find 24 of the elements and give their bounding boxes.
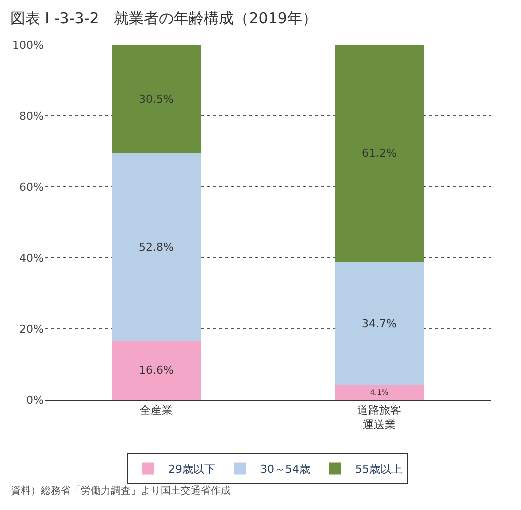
bar [112, 45, 202, 154]
y-tick-label: 80% [20, 110, 44, 123]
x-tick-label: 道路旅客運送業 [358, 404, 402, 432]
data-label: 30.5% [139, 92, 174, 106]
data-label: 52.8% [139, 240, 174, 254]
legend-label: 29歳以下 [168, 463, 216, 476]
bar [334, 262, 424, 386]
legend-label: 55歳以上 [356, 463, 402, 476]
data-label: 16.6% [139, 364, 174, 378]
y-tick-label: 20% [20, 322, 44, 336]
bar [112, 341, 202, 400]
data-label: 61.2% [362, 147, 397, 160]
chart-title: 図表 I -3-3-2 就業者の年齢構成（2019年） [10, 9, 318, 28]
data-label: 34.7% [362, 317, 397, 330]
x-tick-label: 全産業 [140, 404, 173, 418]
bar [334, 45, 424, 262]
y-tick-label: 100% [12, 38, 44, 52]
legend-label: 30～54歳 [260, 463, 310, 476]
y-tick-label: 60% [20, 180, 44, 194]
y-tick-label: 40% [20, 252, 44, 265]
bar [112, 154, 202, 342]
y-tick-label: 0% [26, 394, 44, 407]
bar [334, 385, 424, 400]
text: 資料）総務省「労働力調査」より国土交通省作成 [11, 485, 231, 497]
